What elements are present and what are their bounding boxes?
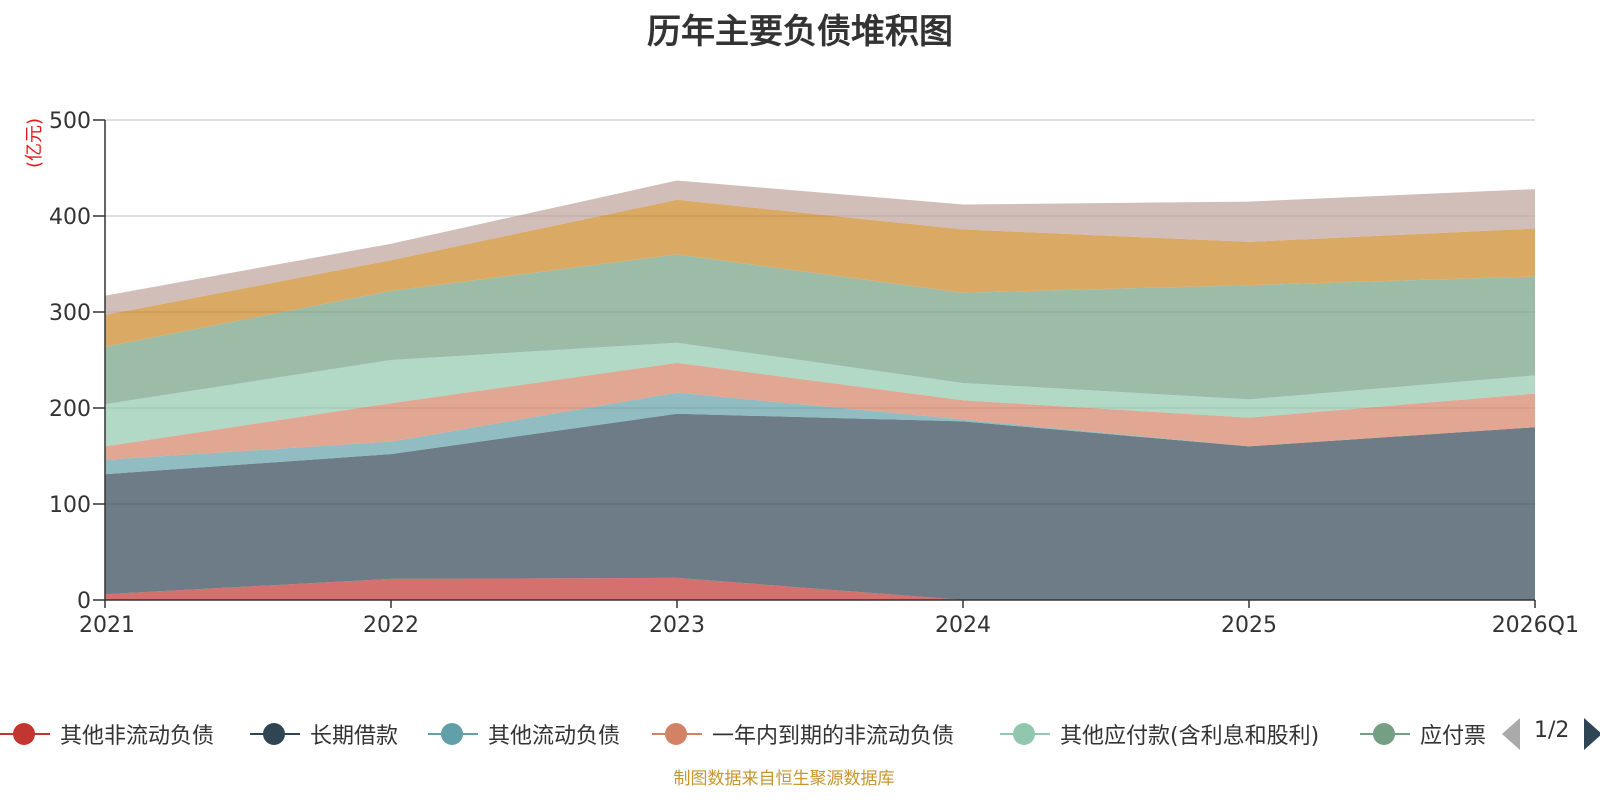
source-note: 制图数据来自恒生聚源数据库	[0, 764, 1568, 789]
x-tick-label: 2022	[363, 613, 419, 638]
legend-pager: 1/2	[1496, 718, 1600, 754]
legend-item[interactable]: 其他流动负债	[428, 716, 620, 752]
legend-marker-icon	[428, 716, 478, 752]
legend-marker-icon	[1000, 716, 1050, 752]
x-tick-label: 2023	[649, 613, 705, 638]
legend-label: 长期借款	[310, 718, 398, 750]
legend: 其他非流动负债 长期借款 其他流动负债 一年内到期的非流动负债 其他应付款(含利息和股利…	[0, 716, 1494, 752]
chart-plot: 0 100 200 300 400 500 2021 2022 2023 2024 2025 2026…	[0, 0, 1600, 710]
y-tick-label: 0	[77, 589, 91, 614]
y-tick-label: 200	[49, 397, 91, 422]
legend-item[interactable]: 其他应付款(含利息和股利)	[1000, 716, 1319, 752]
x-tick-label: 2021	[79, 613, 135, 638]
y-tick-label: 300	[49, 301, 91, 326]
legend-item[interactable]: 其他非流动负债	[0, 716, 214, 752]
x-tick-label: 2025	[1221, 613, 1277, 638]
legend-marker-icon	[250, 716, 300, 752]
y-tick-label: 100	[49, 493, 91, 518]
legend-label: 其他非流动负债	[60, 718, 214, 750]
legend-page-indicator: 1/2	[1534, 718, 1569, 743]
area-series	[105, 181, 1535, 601]
y-axis-unit-label: (亿元)	[24, 118, 45, 168]
legend-next-page-icon[interactable]	[1584, 718, 1600, 750]
legend-marker-icon	[0, 716, 50, 752]
legend-label: 一年内到期的非流动负债	[712, 718, 954, 750]
legend-item[interactable]: 一年内到期的非流动负债	[652, 716, 954, 752]
legend-label: 其他流动负债	[488, 718, 620, 750]
legend-label: 应付票	[1420, 718, 1486, 750]
x-tick-label: 2026Q1	[1492, 613, 1579, 638]
legend-marker-icon	[1360, 716, 1410, 752]
x-tick-label: 2024	[935, 613, 991, 638]
legend-label: 其他应付款(含利息和股利)	[1060, 718, 1319, 750]
legend-item[interactable]: 长期借款	[250, 716, 398, 752]
y-tick-label: 500	[49, 109, 91, 134]
legend-prev-page-icon[interactable]	[1502, 718, 1520, 750]
legend-marker-icon	[652, 716, 702, 752]
legend-item[interactable]: 应付票	[1360, 716, 1486, 752]
y-tick-label: 400	[49, 205, 91, 230]
